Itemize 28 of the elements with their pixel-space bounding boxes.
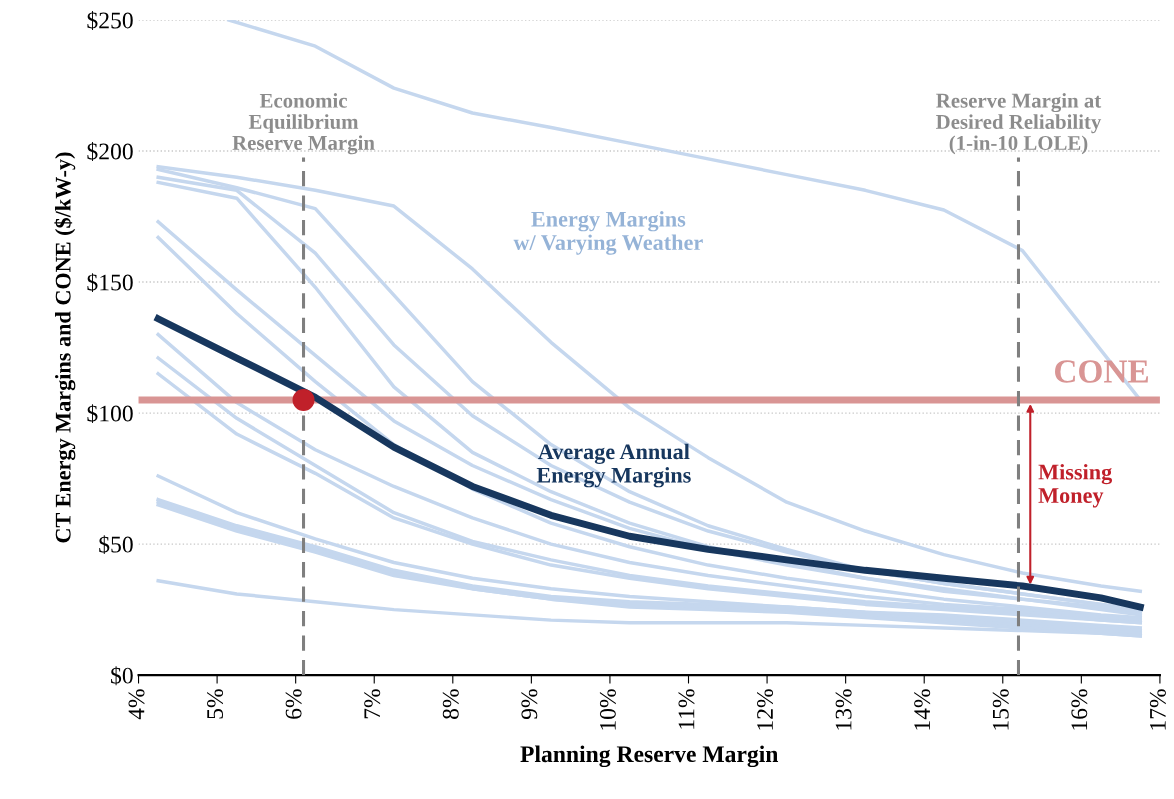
y-tick-label: $50	[99, 535, 133, 555]
x-tick-label: 13%	[835, 689, 852, 730]
x-tick-label: 10%	[599, 689, 616, 730]
y-tick-label: $200	[87, 142, 133, 161]
ref-line-label: Reserve Margin at Desired Reliability (1-in-10 LOLE)	[936, 93, 1102, 155]
x-axis-title: Planning Reserve Margin	[520, 745, 779, 768]
x-tick-label: 6%	[285, 689, 302, 719]
x-tick-label: 15%	[992, 689, 1009, 730]
x-tick-label: 8%	[442, 689, 459, 719]
x-tick-label: 11%	[678, 689, 695, 729]
x-tick-label: 7%	[364, 689, 381, 719]
y-tick-label: $150	[87, 273, 133, 293]
y-tick-label: $100	[87, 404, 133, 424]
x-tick-label: 14%	[914, 689, 931, 730]
ref-line-label: Economic Equilibrium Reserve Margin	[232, 93, 375, 155]
x-tick-label: 12%	[757, 689, 774, 730]
x-tick-label: 16%	[1071, 689, 1088, 730]
ref-line-label: CONE	[1055, 360, 1148, 383]
x-tick-label: 4%	[128, 689, 145, 720]
x-tick-label: 5%	[207, 689, 224, 719]
y-axis-title: CT Energy Margins and CONE ($/kW-y)	[54, 152, 76, 543]
x-tick-label: 17%	[1149, 689, 1166, 730]
series-label: Average Annual Energy Margins	[536, 443, 691, 488]
y-tick-label: $250	[87, 11, 133, 30]
annotation: Missing Money	[1038, 463, 1113, 508]
annotation: Energy Margins w/ Varying Weather	[513, 211, 703, 255]
y-tick-label: $0	[111, 666, 133, 686]
x-tick-label: 9%	[521, 689, 538, 720]
